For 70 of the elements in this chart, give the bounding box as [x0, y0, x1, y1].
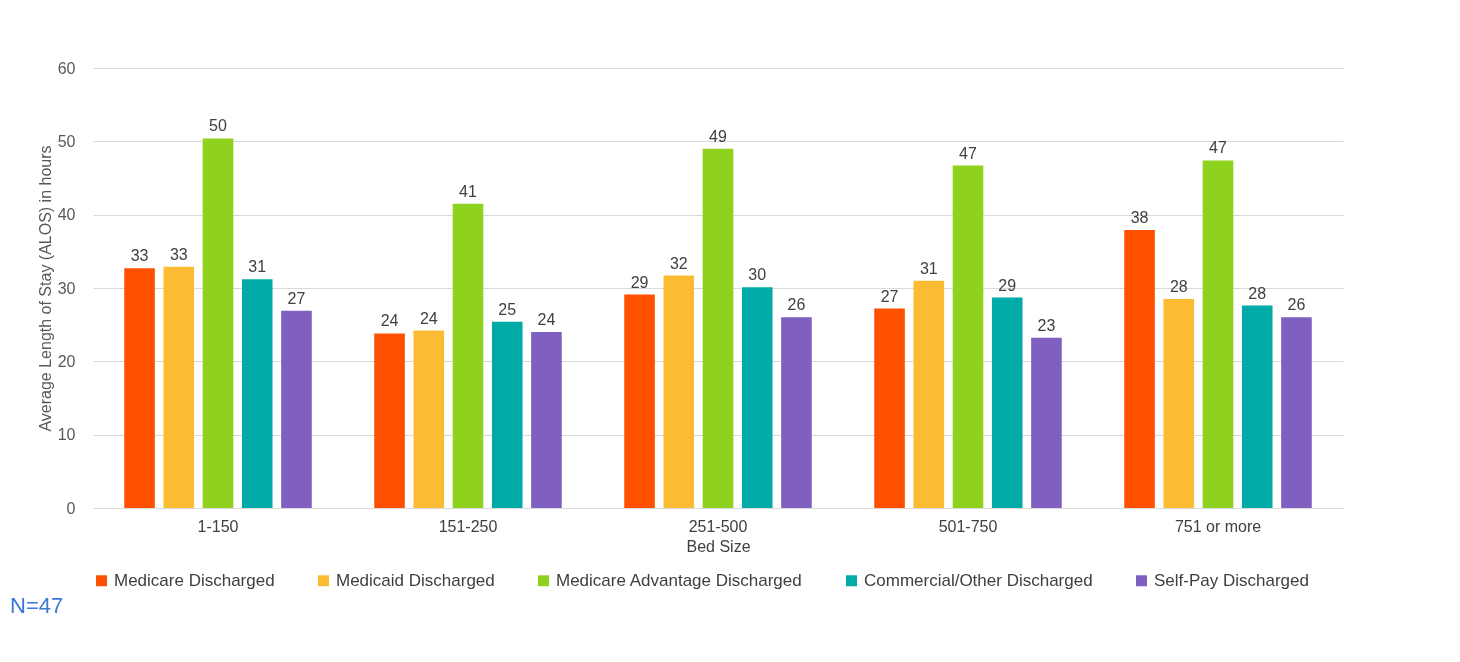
bar [124, 268, 155, 508]
bar [624, 294, 655, 508]
legend-label: Commercial/Other Discharged [864, 570, 1093, 590]
legend-label: Medicare Discharged [114, 570, 275, 590]
data-label: 25 [498, 300, 517, 318]
data-label: 41 [459, 182, 477, 200]
bar [741, 287, 773, 508]
bar [874, 308, 905, 508]
x-axis-title: Bed Size [686, 537, 751, 555]
bar [1241, 305, 1273, 508]
data-label: 24 [419, 309, 438, 327]
data-label: 29 [998, 276, 1017, 294]
data-label: 31 [919, 259, 938, 277]
bar [702, 148, 734, 508]
bar [663, 275, 695, 508]
y-tick-label: 40 [57, 206, 76, 224]
x-tick-label: 1-150 [197, 517, 239, 535]
data-label: 50 [209, 117, 227, 135]
bar [913, 280, 945, 508]
data-label: 47 [1209, 139, 1227, 157]
bar [1031, 337, 1062, 508]
bar [1281, 317, 1312, 508]
data-label: 28 [1248, 284, 1267, 302]
bar [163, 266, 195, 508]
data-label: 47 [959, 144, 977, 162]
bar [952, 165, 984, 508]
legend-label: Medicaid Discharged [336, 570, 495, 590]
text: N=47 [10, 593, 64, 618]
data-label: 49 [709, 127, 727, 145]
bar [491, 321, 523, 508]
data-label: 24 [537, 311, 556, 328]
y-tick-label: 0 [66, 499, 76, 517]
data-label: 26 [787, 296, 806, 314]
bar [781, 317, 812, 508]
bar [413, 330, 445, 508]
data-label: 29 [630, 273, 649, 291]
legend-label: Self-Pay Discharged [1154, 570, 1309, 590]
y-tick-label: 50 [57, 132, 76, 150]
y-tick-label: 20 [57, 352, 76, 370]
x-tick-label: 501-750 [938, 517, 998, 535]
data-label: 31 [248, 258, 267, 276]
data-label: 24 [380, 312, 399, 330]
data-label: 33 [130, 247, 149, 265]
bar [991, 297, 1023, 508]
bar [452, 203, 484, 508]
data-label: 30 [748, 266, 767, 284]
legend-label: Medicare Advantage Discharged [556, 570, 802, 590]
bar [1202, 160, 1234, 508]
bar [1163, 299, 1195, 508]
y-axis-title: Average Length of Stay (ALOS) in hours [36, 145, 54, 432]
bar [374, 333, 405, 508]
bar [1124, 230, 1155, 508]
bar [241, 279, 273, 508]
data-label: 26 [1287, 296, 1306, 314]
x-tick-label: 751 or more [1174, 517, 1262, 535]
bar [531, 332, 562, 508]
data-label: 28 [1169, 278, 1188, 295]
data-label: 32 [669, 254, 688, 272]
data-label: 23 [1037, 316, 1056, 334]
data-label: 27 [880, 287, 899, 305]
y-tick-label: 10 [57, 426, 76, 444]
bar [202, 138, 234, 508]
data-label: 27 [287, 289, 306, 307]
x-tick-label: 251-500 [688, 517, 748, 535]
x-tick-label: 151-250 [438, 517, 498, 535]
y-tick-label: 30 [57, 279, 76, 297]
data-label: 33 [169, 245, 188, 263]
data-label: 38 [1130, 209, 1149, 227]
y-tick-label: 60 [57, 59, 76, 77]
bar [281, 310, 312, 508]
